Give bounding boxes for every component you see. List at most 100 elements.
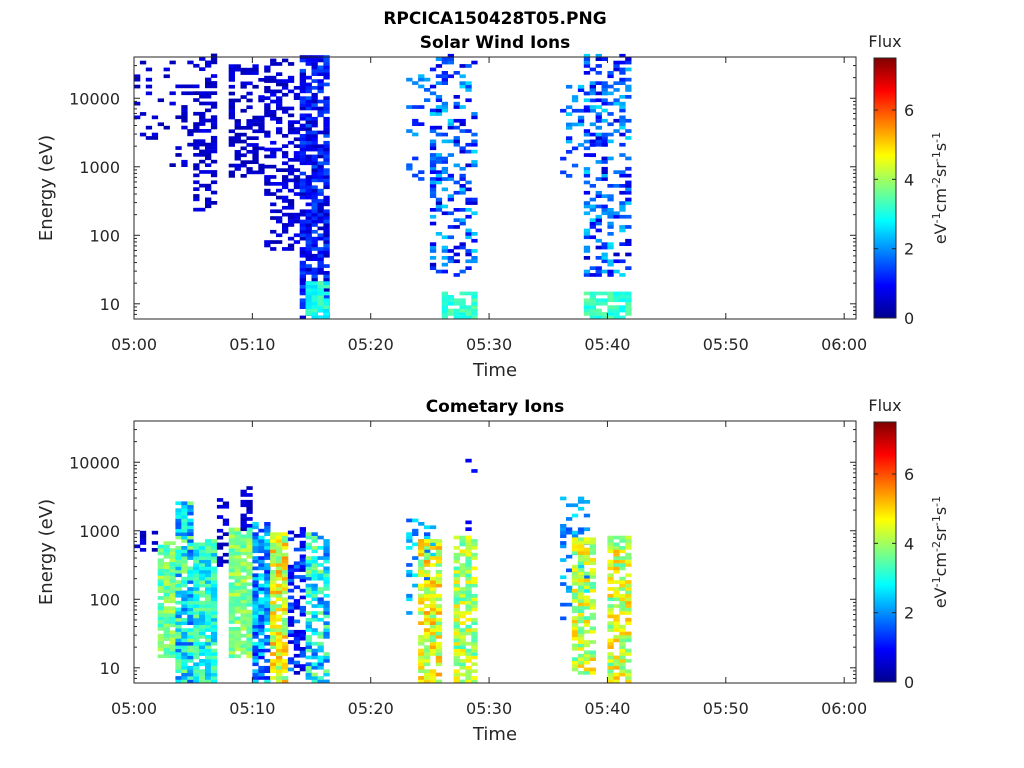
- heatmap-cell: [287, 605, 295, 610]
- heatmap-cell: [435, 204, 443, 209]
- heatmap-cell: [311, 68, 318, 73]
- heatmap-cell: [264, 178, 271, 183]
- heatmap-cell: [317, 535, 324, 540]
- heatmap-cell: [228, 64, 235, 68]
- heatmap-cell: [210, 593, 218, 598]
- x-tick-label: 05:10: [229, 335, 275, 354]
- heatmap-cell: [619, 587, 626, 591]
- heatmap-cell: [424, 580, 431, 584]
- heatmap-cell: [418, 665, 425, 670]
- heatmap-cell: [205, 149, 212, 154]
- heatmap-cell: [317, 247, 324, 251]
- heatmap-cell: [619, 645, 626, 649]
- heatmap-cell: [293, 602, 301, 607]
- heatmap-cell: [465, 583, 472, 588]
- heatmap-cell: [299, 99, 306, 104]
- heatmap-cell: [625, 607, 632, 612]
- heatmap-cell: [323, 99, 330, 104]
- heatmap-cell: [234, 119, 241, 123]
- heatmap-cell: [317, 175, 324, 179]
- heatmap-cell: [287, 164, 295, 169]
- heatmap-cell: [435, 170, 443, 174]
- heatmap-cell: [305, 264, 312, 268]
- heatmap-cell: [424, 549, 431, 554]
- heatmap-cell: [625, 600, 632, 605]
- heatmap-cell: [571, 629, 579, 634]
- heatmap-cell: [299, 223, 306, 227]
- heatmap-cell: [270, 641, 277, 646]
- heatmap-cell: [571, 616, 579, 620]
- heatmap-cell: [323, 305, 330, 309]
- heatmap-cell: [577, 647, 585, 651]
- heatmap-cell: [471, 566, 478, 571]
- heatmap-cell: [471, 635, 478, 639]
- heatmap-cell: [252, 648, 259, 653]
- heatmap-cell: [571, 551, 579, 555]
- heatmap-cell: [299, 86, 306, 90]
- heatmap-cell: [205, 60, 212, 65]
- heatmap-cell: [577, 664, 585, 668]
- heatmap-cell: [435, 617, 443, 622]
- heatmap-cell: [282, 587, 289, 591]
- heatmap-cell: [287, 223, 295, 227]
- heatmap-cell: [571, 163, 579, 168]
- heatmap-cell: [471, 160, 478, 164]
- heatmap-cell: [311, 267, 318, 272]
- heatmap-cell: [240, 548, 247, 552]
- heatmap-cell: [157, 633, 164, 638]
- heatmap-cell: [282, 195, 289, 200]
- heatmap-cell: [246, 620, 253, 624]
- heatmap-cell: [589, 291, 596, 296]
- heatmap-cell: [252, 146, 259, 151]
- heatmap-cell: [199, 600, 206, 605]
- heatmap-cell: [228, 108, 235, 113]
- heatmap-cell: [175, 84, 182, 89]
- heatmap-cell: [583, 589, 591, 593]
- heatmap-cell: [270, 676, 277, 680]
- heatmap-cell: [453, 259, 460, 264]
- heatmap-cell: [465, 593, 472, 598]
- heatmap-cell: [305, 82, 312, 87]
- heatmap-cell: [435, 542, 443, 547]
- heatmap-cell: [175, 146, 182, 150]
- heatmap-cell: [471, 211, 478, 216]
- heatmap-cell: [228, 606, 235, 611]
- heatmap-cell: [583, 204, 591, 209]
- heatmap-cell: [625, 298, 632, 303]
- heatmap-cell: [323, 250, 330, 255]
- heatmap-cell: [601, 88, 608, 92]
- heatmap-cell: [311, 631, 318, 636]
- heatmap-cell: [252, 614, 259, 619]
- heatmap-cell: [317, 130, 324, 135]
- heatmap-cell: [465, 587, 472, 591]
- heatmap-cell: [305, 123, 312, 128]
- heatmap-cell: [560, 616, 567, 621]
- heatmap-cell: [246, 551, 253, 556]
- heatmap-cell: [311, 559, 318, 564]
- heatmap-cell: [240, 95, 247, 99]
- heatmap-cell: [435, 563, 443, 567]
- heatmap-cell: [228, 575, 235, 580]
- heatmap-cell: [305, 308, 312, 313]
- heatmap-cell: [424, 638, 431, 643]
- heatmap-cell: [264, 679, 271, 684]
- heatmap-cell: [175, 525, 182, 530]
- heatmap-cell: [601, 160, 608, 164]
- heatmap-cell: [240, 126, 247, 130]
- heatmap-cell: [210, 180, 218, 185]
- heatmap-cell: [613, 298, 620, 303]
- heatmap-cell: [459, 665, 466, 670]
- heatmap-cell: [228, 650, 235, 655]
- heatmap-cell: [435, 652, 443, 656]
- heatmap-cell: [589, 84, 596, 89]
- heatmap-cell: [619, 273, 626, 277]
- heatmap-cell: [571, 540, 579, 545]
- heatmap-cell: [282, 617, 289, 622]
- heatmap-cell: [465, 669, 472, 673]
- heatmap-cell: [205, 628, 212, 632]
- heatmap-cell: [228, 592, 235, 597]
- heatmap-cell: [234, 627, 241, 631]
- heatmap-cell: [181, 679, 188, 684]
- heatmap-cell: [613, 312, 620, 316]
